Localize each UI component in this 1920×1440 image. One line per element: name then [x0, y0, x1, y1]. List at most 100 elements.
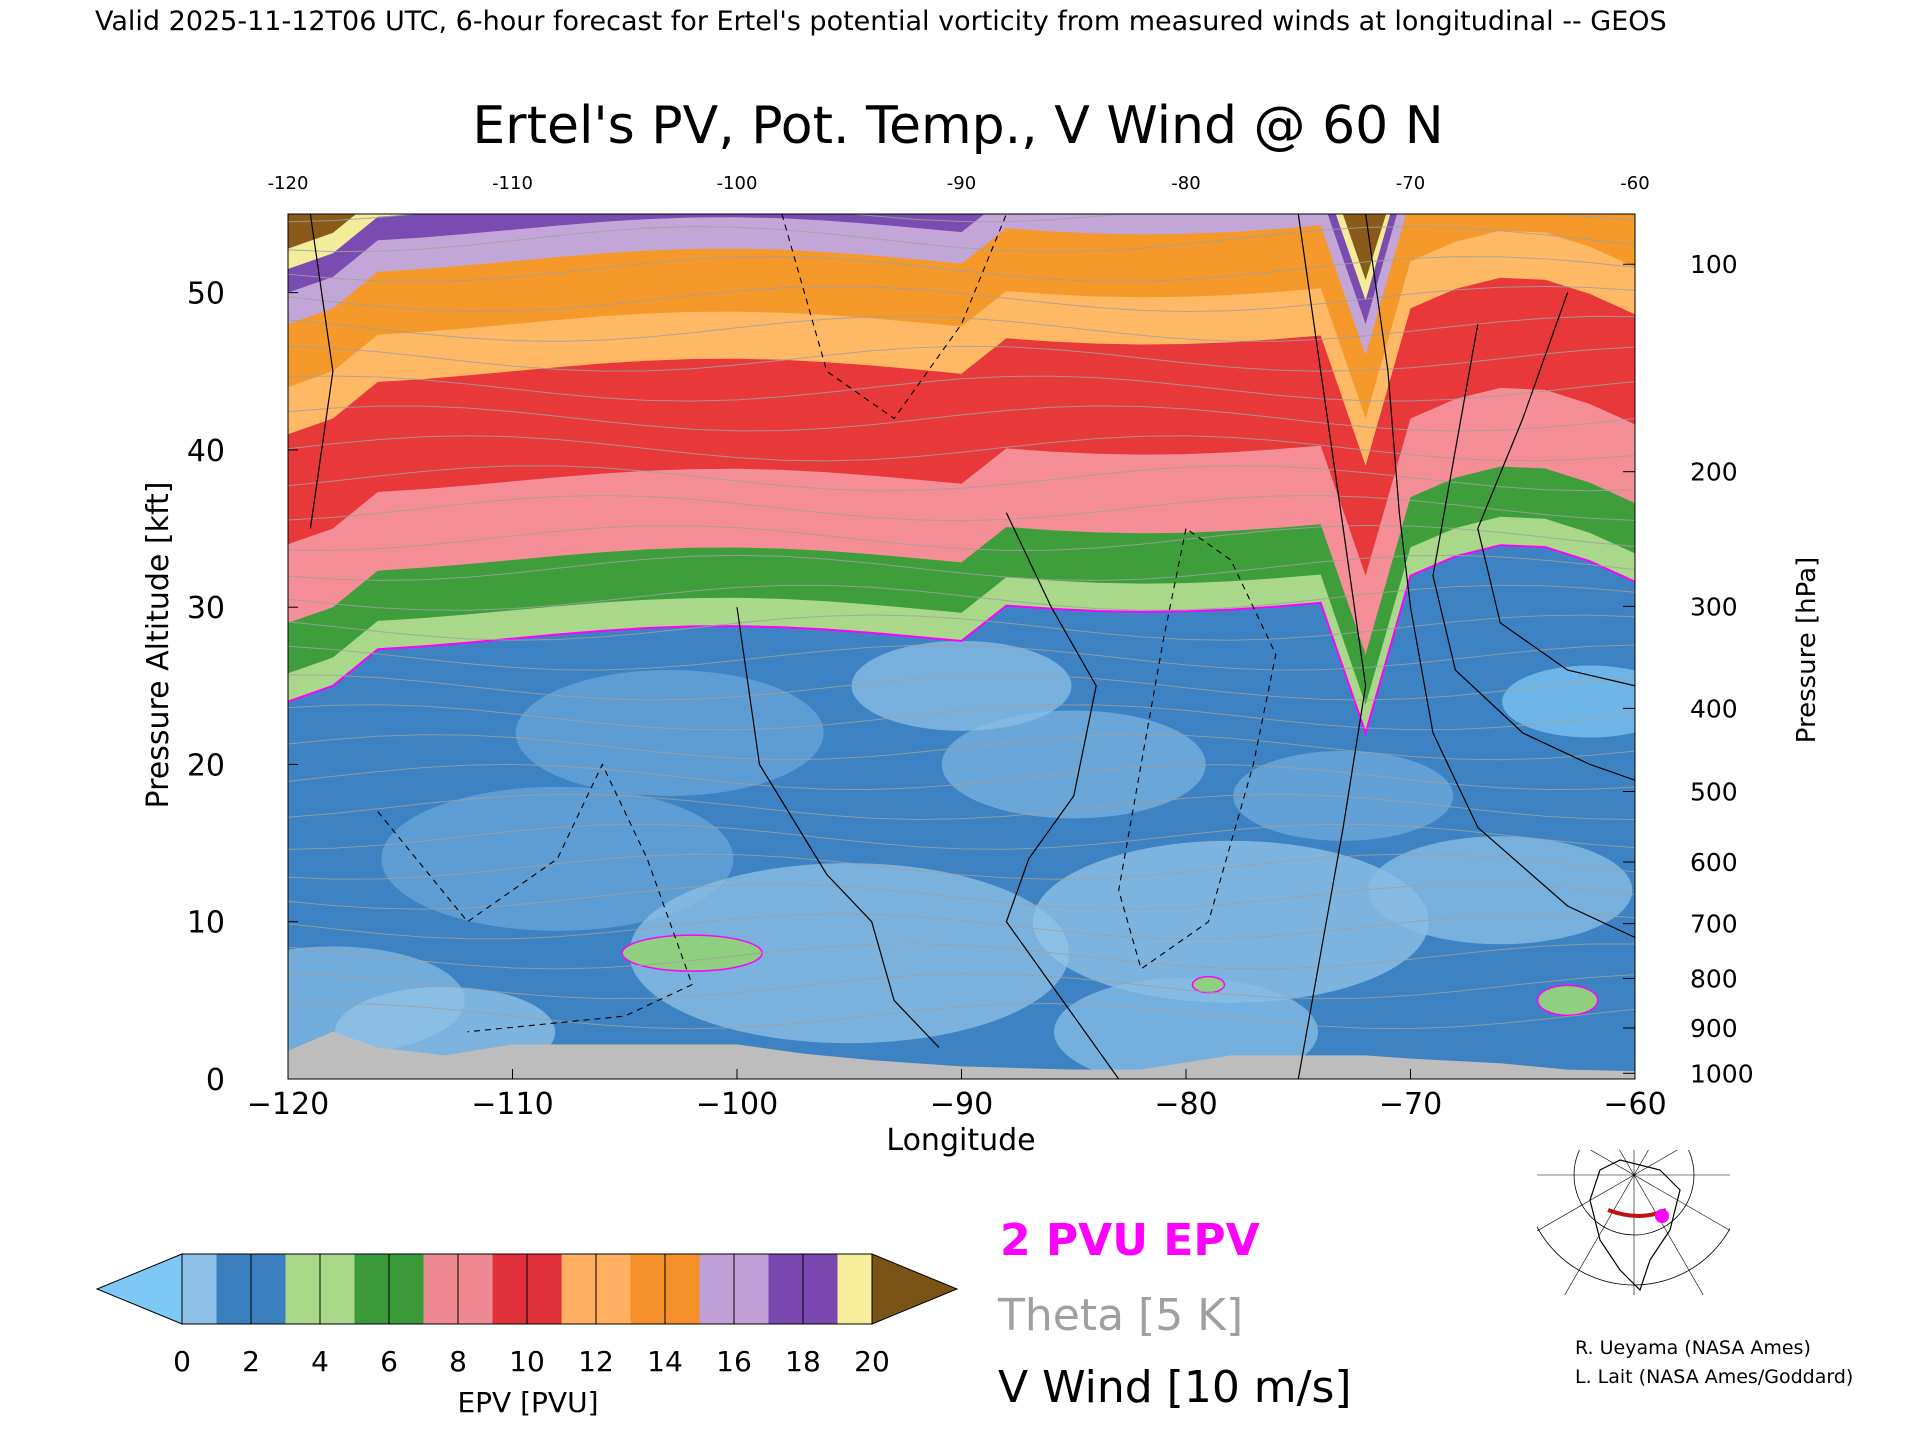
colorbar-tick-label: 6	[380, 1345, 398, 1378]
tropo-patch	[851, 640, 1072, 731]
credit-line-1: R. Ueyama (NASA Ames)	[1575, 1337, 1811, 1359]
colorbar-swatch	[182, 1254, 217, 1324]
inset-meridian	[1564, 1174, 1635, 1295]
theta-contour	[288, 704, 1635, 731]
colorbar-tick-label: 16	[716, 1345, 752, 1378]
colorbar-over-arrow	[871, 1253, 959, 1325]
top-x-tick-label: -120	[268, 173, 309, 194]
x-tick-label: −100	[696, 1087, 778, 1122]
colorbar-tick-label: 14	[647, 1345, 683, 1378]
x-tick-label: −120	[247, 1087, 329, 1122]
colorbar-swatch	[665, 1254, 700, 1324]
top-x-tick-label: -90	[947, 173, 976, 194]
tropo-patch	[629, 863, 1070, 1044]
colorbar-swatch	[492, 1254, 528, 1324]
epv-band-14pvu	[288, 214, 1635, 356]
colorbar-swatch	[354, 1254, 390, 1324]
wind-contour	[1477, 292, 1635, 687]
theta-contour	[288, 405, 1635, 432]
y-ticks: 0 10 20 30 40 50	[187, 277, 298, 1098]
theta-contour	[288, 554, 1635, 581]
legend-wind: V Wind [10 m/s]	[998, 1362, 1352, 1413]
colorbar: 0 2 4 6 8 10 12 14 16 18 20	[95, 1253, 959, 1378]
theta-contour	[288, 345, 1635, 372]
y-tick-label: 20	[187, 748, 225, 783]
tropo-patch	[515, 670, 824, 796]
pressure-tick-label: 200	[1690, 458, 1738, 487]
theta-contour	[288, 913, 1635, 940]
theta-contour	[288, 614, 1635, 641]
colorbar-swatch	[561, 1254, 597, 1324]
low-pv-blob	[1191, 975, 1226, 994]
wind-contour	[1432, 323, 1635, 781]
colorbar-under-arrow	[95, 1253, 183, 1325]
colorbar-label: EPV [PVU]	[457, 1386, 598, 1419]
colorbar-tick-label: 0	[173, 1345, 191, 1378]
pressure-tick-label: 900	[1690, 1014, 1738, 1043]
theta-contour	[288, 226, 1635, 253]
theta-contour	[288, 255, 1635, 283]
colorbar-tick-label: 10	[509, 1345, 545, 1378]
tropo-patch	[941, 710, 1206, 819]
colorbar-swatch	[734, 1254, 769, 1324]
pressure-tick-label: 600	[1690, 848, 1738, 877]
theta-contour	[288, 315, 1635, 342]
y-tick-label: 30	[187, 591, 225, 626]
inset-coastline	[1589, 1159, 1681, 1292]
theta-contour	[288, 465, 1635, 492]
theta-contour	[288, 973, 1635, 1000]
contour-layer	[288, 214, 1635, 1079]
colorbar-tick-label: 2	[242, 1345, 260, 1378]
inset-meridian	[1537, 1174, 1635, 1232]
top-x-tick-label: -70	[1396, 173, 1425, 194]
epv-heatmap	[288, 214, 1635, 1079]
colorbar-tick-label: 20	[854, 1345, 890, 1378]
wind-contour	[1297, 214, 1367, 1079]
legend-theta: Theta [5 K]	[997, 1290, 1243, 1341]
colorbar-tick-label: 8	[449, 1345, 467, 1378]
x-tick-label: −90	[930, 1087, 993, 1122]
colorbar-swatch	[596, 1254, 631, 1324]
wind-contour	[1005, 512, 1120, 1079]
wind-contour	[1365, 214, 1635, 939]
pressure-tick-label: 700	[1690, 910, 1738, 939]
epv-2pvu-contour	[288, 544, 1635, 737]
legend-epv: 2 PVU EPV	[1000, 1215, 1260, 1266]
y-tick-label: 0	[206, 1063, 225, 1098]
theta-contour	[288, 524, 1635, 551]
inset-meridian	[1633, 1174, 1704, 1295]
terrain-fill	[288, 1031, 1635, 1079]
pressure-tick-label: 100	[1690, 250, 1738, 279]
colorbar-swatch	[630, 1254, 666, 1324]
theta-contour	[288, 734, 1635, 761]
y-tick-label: 10	[187, 906, 225, 941]
colorbar-swatch	[285, 1254, 321, 1324]
pressure-tick-label: 400	[1690, 694, 1738, 723]
colorbar-swatch	[251, 1254, 286, 1324]
low-pv-blob	[1536, 984, 1599, 1017]
top-x-ticks: -120 -110 -100 -90 -80 -70 -60	[268, 173, 1650, 194]
y-axis-label: Pressure Altitude [kft]	[141, 482, 176, 809]
colorbar-swatch	[216, 1254, 252, 1324]
x-tick-label: −80	[1154, 1087, 1217, 1122]
colorbar-swatch	[458, 1254, 493, 1324]
theta-contour	[288, 1002, 1635, 1030]
colorbar-swatch	[320, 1254, 355, 1324]
pressure-tick-label: 800	[1690, 964, 1738, 993]
top-x-tick-label: -110	[492, 173, 533, 194]
wind-contour	[309, 214, 334, 529]
colorbar-swatch	[768, 1254, 804, 1324]
pressure-tick-label: 300	[1690, 592, 1738, 621]
colorbar-tick-label: 12	[578, 1345, 614, 1378]
top-x-tick-label: -80	[1171, 173, 1200, 194]
colorbar-swatch	[389, 1254, 424, 1324]
chart-title: Ertel's PV, Pot. Temp., V Wind @ 60 N	[472, 96, 1443, 156]
epv-band-20pvu	[288, 214, 1635, 281]
y-tick-label: 40	[187, 434, 225, 469]
x-axis-label: Longitude	[886, 1123, 1035, 1158]
tropo-patch	[381, 786, 734, 931]
wind-contour-negative	[377, 763, 693, 1033]
wind-contour-negative	[781, 214, 1007, 420]
theta-contour	[288, 883, 1635, 910]
